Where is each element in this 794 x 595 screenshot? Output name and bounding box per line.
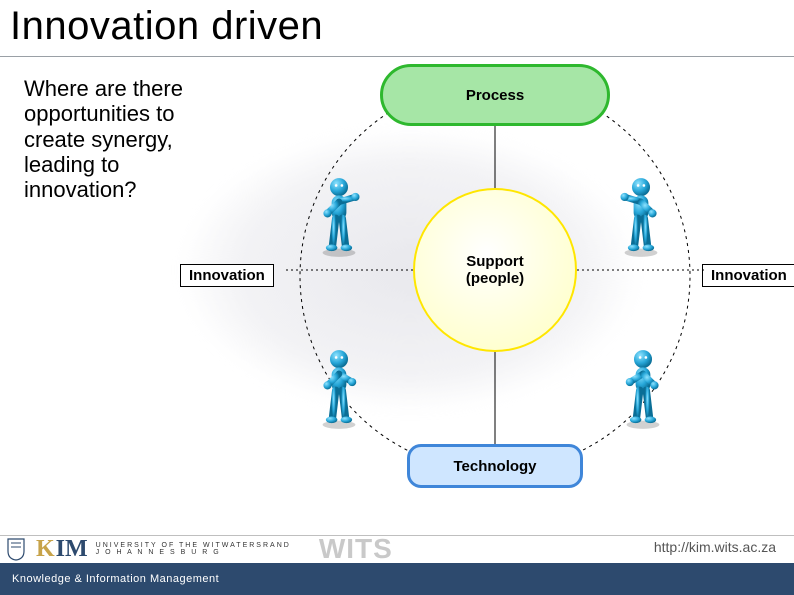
technology-node: Technology <box>407 444 583 488</box>
figure-bl <box>313 346 365 428</box>
footer-url: http://kim.wits.ac.za <box>654 539 776 555</box>
footer-strip-text: Knowledge & Information Management <box>12 573 219 585</box>
figure-br <box>617 346 669 428</box>
slide-title: Innovation driven <box>10 4 323 49</box>
wits-crest-icon <box>6 537 26 561</box>
innovation-right-box: Innovation <box>702 264 794 287</box>
figure-tr <box>615 174 667 256</box>
footer-top: K IM UNIVERSITY OF THE WITWATERSRAND J O… <box>0 535 794 563</box>
support-node: Support (people) <box>413 188 577 352</box>
kim-logo: K IM <box>36 536 88 563</box>
innovation-left-box: Innovation <box>180 264 274 287</box>
wits-big: WITS <box>319 533 393 565</box>
wits-sub-1: UNIVERSITY OF THE WITWATERSRAND <box>96 542 291 549</box>
support-label-1: Support <box>466 253 524 270</box>
title-underline <box>0 56 794 57</box>
wits-sub-block: UNIVERSITY OF THE WITWATERSRAND J O H A … <box>94 542 291 556</box>
footer: K IM UNIVERSITY OF THE WITWATERSRAND J O… <box>0 535 794 595</box>
question-text: Where are there opportunities to create … <box>24 76 194 202</box>
slide: Innovation driven Where are there opport… <box>0 0 794 595</box>
footer-strip: Knowledge & Information Management <box>0 563 794 595</box>
process-node: Process <box>380 64 610 126</box>
figure-tl <box>313 174 365 256</box>
kim-k: K <box>36 536 55 563</box>
support-label-2: (people) <box>466 270 524 287</box>
wits-sub-2: J O H A N N E S B U R G <box>96 549 291 556</box>
kim-im: IM <box>56 536 88 563</box>
diagram: Process Support (people) Technology <box>285 66 705 486</box>
